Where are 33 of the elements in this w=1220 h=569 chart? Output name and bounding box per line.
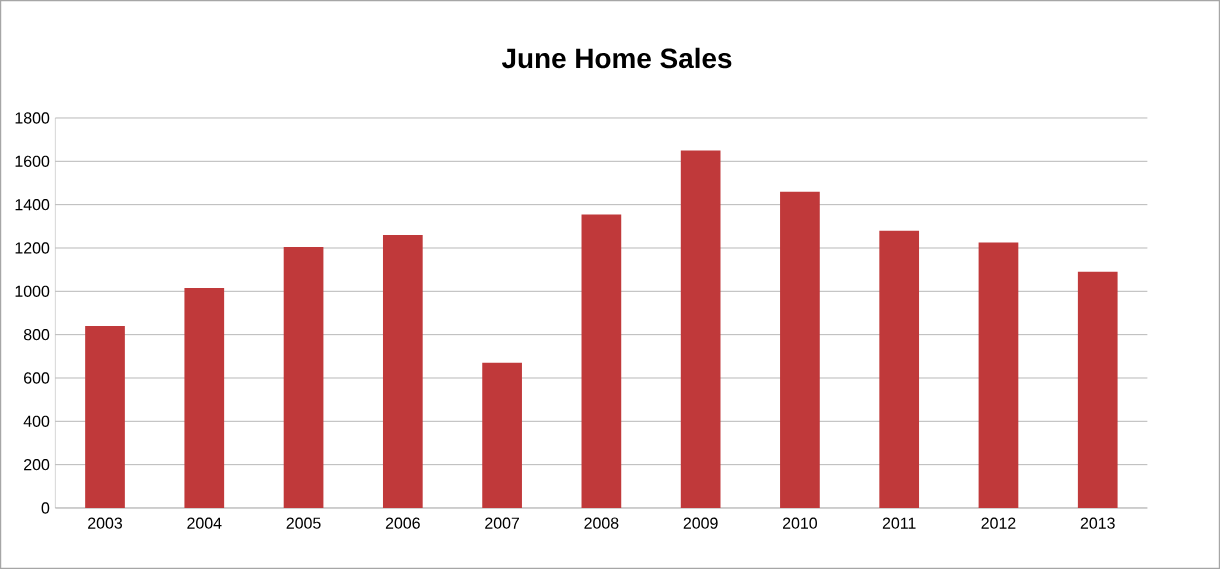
y-tick-label: 1800 — [15, 112, 50, 124]
x-tick-label: 2010 — [782, 517, 818, 529]
bar — [879, 230, 920, 508]
y-tick-label: 600 — [24, 372, 50, 384]
bar — [581, 214, 622, 508]
bar — [382, 234, 423, 508]
y-tick-label: 1200 — [15, 242, 50, 254]
x-tick-label: 2009 — [683, 517, 718, 529]
x-tick-label: 2013 — [1080, 517, 1115, 529]
bar — [780, 191, 820, 508]
chart-title: June Home Sales — [501, 47, 732, 69]
x-tick-label: 2007 — [485, 517, 520, 529]
y-tick-label: 1600 — [15, 155, 50, 167]
y-tick-label: 200 — [24, 459, 50, 471]
y-tick-label: 0 — [41, 502, 50, 514]
x-tick-label: 2005 — [286, 517, 321, 529]
bar — [680, 150, 721, 508]
x-tick-label: 2008 — [584, 517, 619, 529]
y-tick-label: 1400 — [15, 199, 50, 211]
y-tick-label: 400 — [23, 415, 50, 427]
bar — [184, 288, 225, 508]
bar — [978, 242, 1019, 508]
x-tick-label: 2012 — [981, 517, 1016, 529]
bar — [85, 325, 125, 508]
x-tick-label: 2006 — [385, 517, 420, 529]
x-tick-label: 2011 — [882, 517, 916, 529]
y-tick-label: 800 — [23, 329, 50, 341]
x-tick-label: 2003 — [88, 517, 123, 529]
bar — [482, 362, 522, 508]
x-tick-label: 2004 — [187, 517, 222, 529]
bar — [283, 246, 324, 508]
bar — [1077, 271, 1118, 508]
y-tick-label: 1000 — [15, 285, 50, 297]
